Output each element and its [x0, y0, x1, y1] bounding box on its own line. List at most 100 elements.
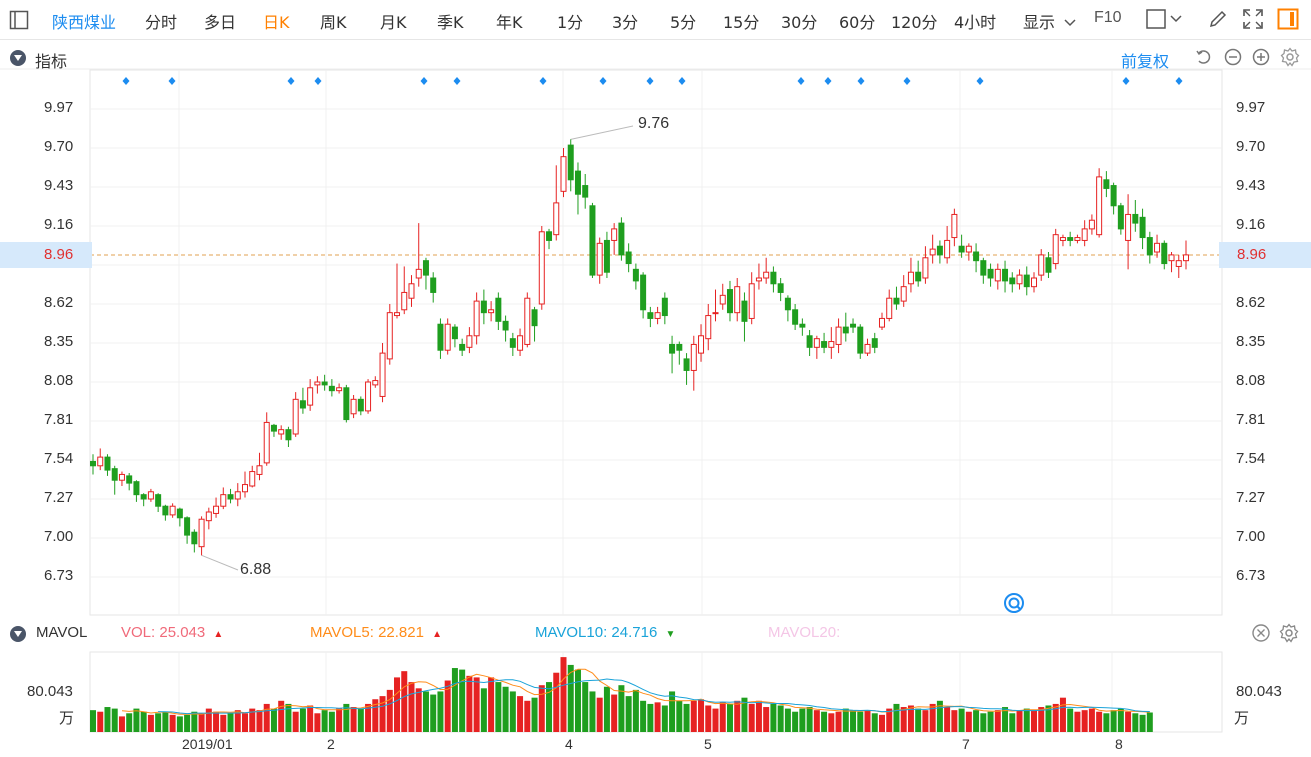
candle	[690, 335, 697, 391]
settings-gear-icon[interactable]	[1280, 47, 1300, 71]
y-axis-tick-right: 8.35	[1236, 333, 1266, 350]
event-marker-icon[interactable]	[797, 77, 805, 85]
candle	[401, 266, 408, 315]
volume-bar	[191, 711, 198, 732]
volume-bar	[654, 702, 661, 732]
event-marker-icon[interactable]	[903, 77, 911, 85]
candle	[936, 240, 943, 264]
candle	[1045, 252, 1052, 278]
volume-bar	[582, 682, 589, 732]
display-dropdown[interactable]: 显示	[1023, 9, 1076, 33]
volume-bar	[987, 711, 994, 732]
tab-period-quarterly-k[interactable]: 季K	[437, 13, 464, 32]
candle	[719, 283, 726, 310]
undo-icon[interactable]	[1195, 48, 1213, 70]
volume-bar	[734, 700, 741, 732]
candle	[893, 286, 900, 310]
volume-bar	[111, 708, 118, 732]
volume-bar	[886, 708, 893, 732]
candle	[1183, 240, 1189, 270]
indicator-collapse-button[interactable]	[10, 50, 26, 66]
event-marker-icon[interactable]	[122, 77, 130, 85]
volume-bar	[459, 669, 466, 732]
toolbar: 陕西煤业 分时 多日 日K 周K 月K 季K 年K 1分 3分 5分 15分 3…	[0, 0, 1311, 40]
volume-bar	[828, 713, 835, 732]
tab-period-yearly-k[interactable]: 年K	[496, 13, 523, 32]
layout-square-dropdown[interactable]	[1145, 8, 1185, 34]
current-price-left: 8.96	[44, 246, 74, 263]
volume-bar	[755, 700, 762, 732]
volume-bar	[951, 710, 958, 732]
event-marker-icon[interactable]	[539, 77, 547, 85]
candle	[1088, 214, 1095, 235]
volume-bar	[336, 708, 343, 732]
candle	[625, 243, 632, 273]
event-marker-icon[interactable]	[420, 77, 428, 85]
volume-bar	[1088, 708, 1095, 732]
candle	[502, 315, 509, 342]
y-axis-tick-left: 9.70	[44, 138, 74, 155]
locate-icon[interactable]	[1003, 592, 1025, 618]
panel-toggle-icon[interactable]	[1277, 8, 1299, 34]
candle	[104, 454, 111, 476]
volume-bar	[842, 708, 849, 732]
event-marker-icon[interactable]	[1175, 77, 1183, 85]
event-marker-icon[interactable]	[599, 77, 607, 85]
event-marker-icon[interactable]	[678, 77, 686, 85]
volume-bar	[321, 710, 328, 732]
tab-period-daily-k[interactable]: 日K	[263, 13, 290, 32]
tab-period-60min[interactable]: 60分	[839, 13, 876, 32]
event-marker-icon[interactable]	[824, 77, 832, 85]
event-marker-icon[interactable]	[646, 77, 654, 85]
volume-bar	[278, 700, 285, 732]
volume-settings-gear-icon[interactable]	[1279, 623, 1299, 647]
y-axis-tick-left: 7.54	[44, 450, 74, 467]
zoom-in-icon[interactable]	[1252, 48, 1270, 70]
event-marker-icon[interactable]	[453, 77, 461, 85]
vol-legend: VOL: 25.043 ▲	[121, 624, 223, 641]
volume-bar	[365, 703, 372, 732]
volume-bar	[864, 710, 871, 732]
y-axis-tick-right: 7.27	[1236, 489, 1266, 506]
candle	[1146, 231, 1153, 264]
zoom-out-icon[interactable]	[1224, 48, 1242, 70]
tab-period-4hour[interactable]: 4小时	[954, 13, 997, 32]
close-indicator-icon[interactable]	[1251, 623, 1271, 647]
volume-collapse-button[interactable]	[10, 626, 26, 642]
candle	[560, 148, 567, 198]
volume-bar	[205, 708, 212, 732]
down-arrow-icon: ▼	[665, 629, 676, 640]
tab-period-30min[interactable]: 30分	[781, 13, 818, 32]
volume-bar	[249, 708, 256, 732]
tab-period-1min[interactable]: 1分	[557, 13, 584, 32]
event-marker-icon[interactable]	[314, 77, 322, 85]
event-marker-icon[interactable]	[857, 77, 865, 85]
fullscreen-icon[interactable]	[1242, 8, 1264, 34]
stock-name[interactable]: 陕西煤业	[52, 13, 117, 32]
candle	[980, 257, 987, 284]
tab-period-15min[interactable]: 15分	[723, 13, 760, 32]
event-marker-icon[interactable]	[287, 77, 295, 85]
event-marker-icon[interactable]	[976, 77, 984, 85]
adjust-mode-button[interactable]: 前复权	[1121, 52, 1170, 71]
tab-period-weekly-k[interactable]: 周K	[320, 13, 347, 32]
event-marker-icon[interactable]	[1122, 77, 1130, 85]
pencil-icon[interactable]	[1207, 8, 1229, 34]
tab-period-3min[interactable]: 3分	[612, 13, 639, 32]
tab-period-120min[interactable]: 120分	[891, 13, 938, 32]
tab-period-intraday[interactable]: 分时	[145, 13, 178, 32]
candle	[517, 328, 524, 356]
y-axis-tick-left: 7.27	[44, 489, 74, 506]
y-axis-tick-right: 9.70	[1236, 138, 1266, 155]
candle	[140, 493, 147, 507]
event-marker-icon[interactable]	[168, 77, 176, 85]
tab-period-multiday[interactable]: 多日	[204, 13, 237, 32]
volume-bar	[1081, 710, 1088, 732]
candle	[842, 312, 849, 342]
tab-period-5min[interactable]: 5分	[670, 13, 697, 32]
sidebar-toggle-icon[interactable]	[9, 10, 29, 34]
f10-button[interactable]: F10	[1094, 9, 1122, 26]
y-axis-tick-right: 9.97	[1236, 99, 1266, 116]
tab-period-monthly-k[interactable]: 月K	[380, 13, 407, 32]
